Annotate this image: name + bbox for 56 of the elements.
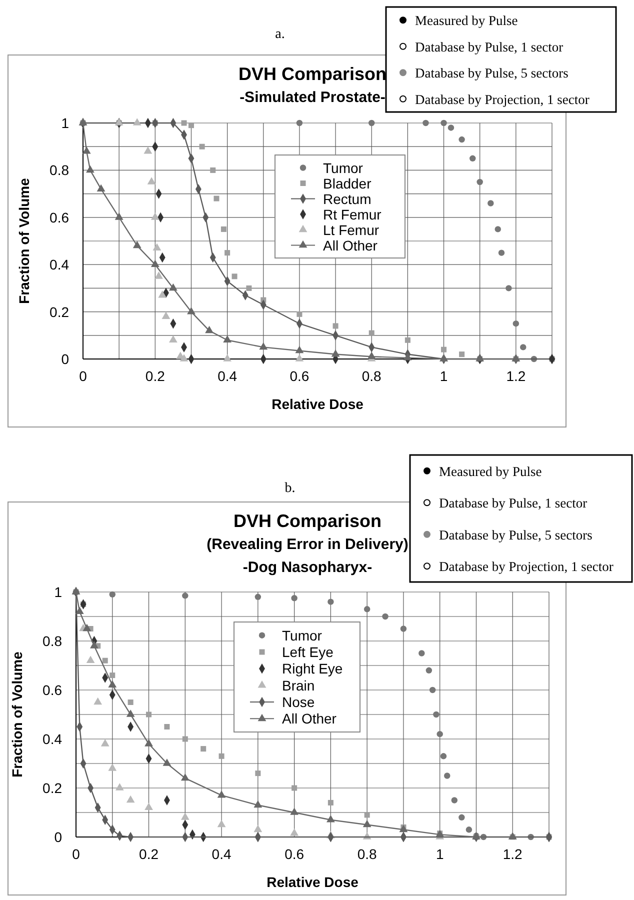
y-axis-title: Fraction of Volume — [9, 651, 25, 778]
legend-label: Right Eye — [282, 660, 343, 677]
x-axis-title: Relative Dose — [272, 396, 364, 412]
y-tick-label: 0.2 — [42, 780, 62, 796]
text: a. — [275, 27, 285, 42]
text: Measured by Pulse — [439, 464, 542, 479]
x-tick-label: 1.2 — [506, 368, 526, 384]
chart-title: DVH Comparison — [233, 511, 382, 531]
x-tick-label: 0 — [72, 846, 80, 862]
x-tick-label: 0.8 — [362, 368, 382, 384]
y-tick-label: 0.2 — [50, 304, 70, 320]
chart-title: DVH Comparison — [238, 64, 387, 84]
x-tick-label: 0.2 — [145, 368, 166, 384]
text: b. — [284, 481, 296, 496]
legend-label: All Other — [282, 710, 337, 727]
text: Database by Pulse, 1 sector — [415, 39, 564, 54]
legend-label: Rt Femur — [323, 206, 382, 222]
y-axis-title: Fraction of Volume — [16, 178, 32, 304]
text: Database by Projection, 1 sector — [415, 92, 590, 107]
y-tick-label: 0.6 — [42, 682, 62, 698]
text: Measured by Pulse — [415, 13, 518, 28]
x-tick-label: 0.6 — [284, 846, 304, 862]
y-tick-label: 0.4 — [50, 256, 70, 273]
x-tick-label: 1 — [436, 846, 444, 862]
text: Database by Pulse, 5 sectors — [439, 527, 592, 542]
text: Database by Projection, 1 sector — [439, 559, 614, 574]
legend-label: All Other — [323, 237, 378, 254]
x-axis-title: Relative Dose — [266, 874, 359, 890]
legend-label: Rectum — [323, 190, 372, 207]
y-tick-label: 0.8 — [42, 633, 62, 649]
y-tick-label: 0.6 — [50, 209, 70, 226]
x-tick-label: 1.2 — [502, 846, 523, 862]
legend-label: Bladder — [323, 175, 372, 192]
x-tick-label: 0.4 — [212, 846, 232, 862]
text: Database by Pulse, 5 sectors — [415, 66, 568, 81]
legend-label: Brain — [282, 677, 315, 694]
y-tick-label: 0 — [54, 829, 62, 845]
x-tick-label: 0.6 — [290, 368, 310, 384]
chart-subtitle: (Revealing Error in Delivery) -Dog Nasopharyx- — [206, 536, 408, 576]
y-tick-label: 0 — [61, 351, 70, 367]
text: Database by Pulse, 1 sector — [439, 496, 588, 511]
x-tick-label: 0.4 — [218, 368, 238, 384]
y-tick-label: 0.4 — [42, 731, 62, 747]
x-tick-label: 1 — [440, 368, 448, 384]
legend-label: Lt Femur — [323, 222, 380, 238]
x-tick-label: 0.8 — [357, 846, 378, 862]
chart-subtitle: -Simulated Prostate- — [240, 89, 386, 106]
y-tick-label: 1 — [61, 115, 70, 131]
legend-label: Tumor — [282, 627, 322, 644]
legend-label: Left Eye — [282, 644, 334, 660]
y-tick-label: 1 — [54, 584, 62, 600]
legend-label: Nose — [282, 694, 315, 710]
legend-label: Tumor — [323, 160, 364, 176]
x-tick-label: 0.2 — [139, 846, 159, 862]
y-tick-label: 0.8 — [50, 162, 70, 178]
x-tick-label: 0 — [79, 368, 88, 384]
